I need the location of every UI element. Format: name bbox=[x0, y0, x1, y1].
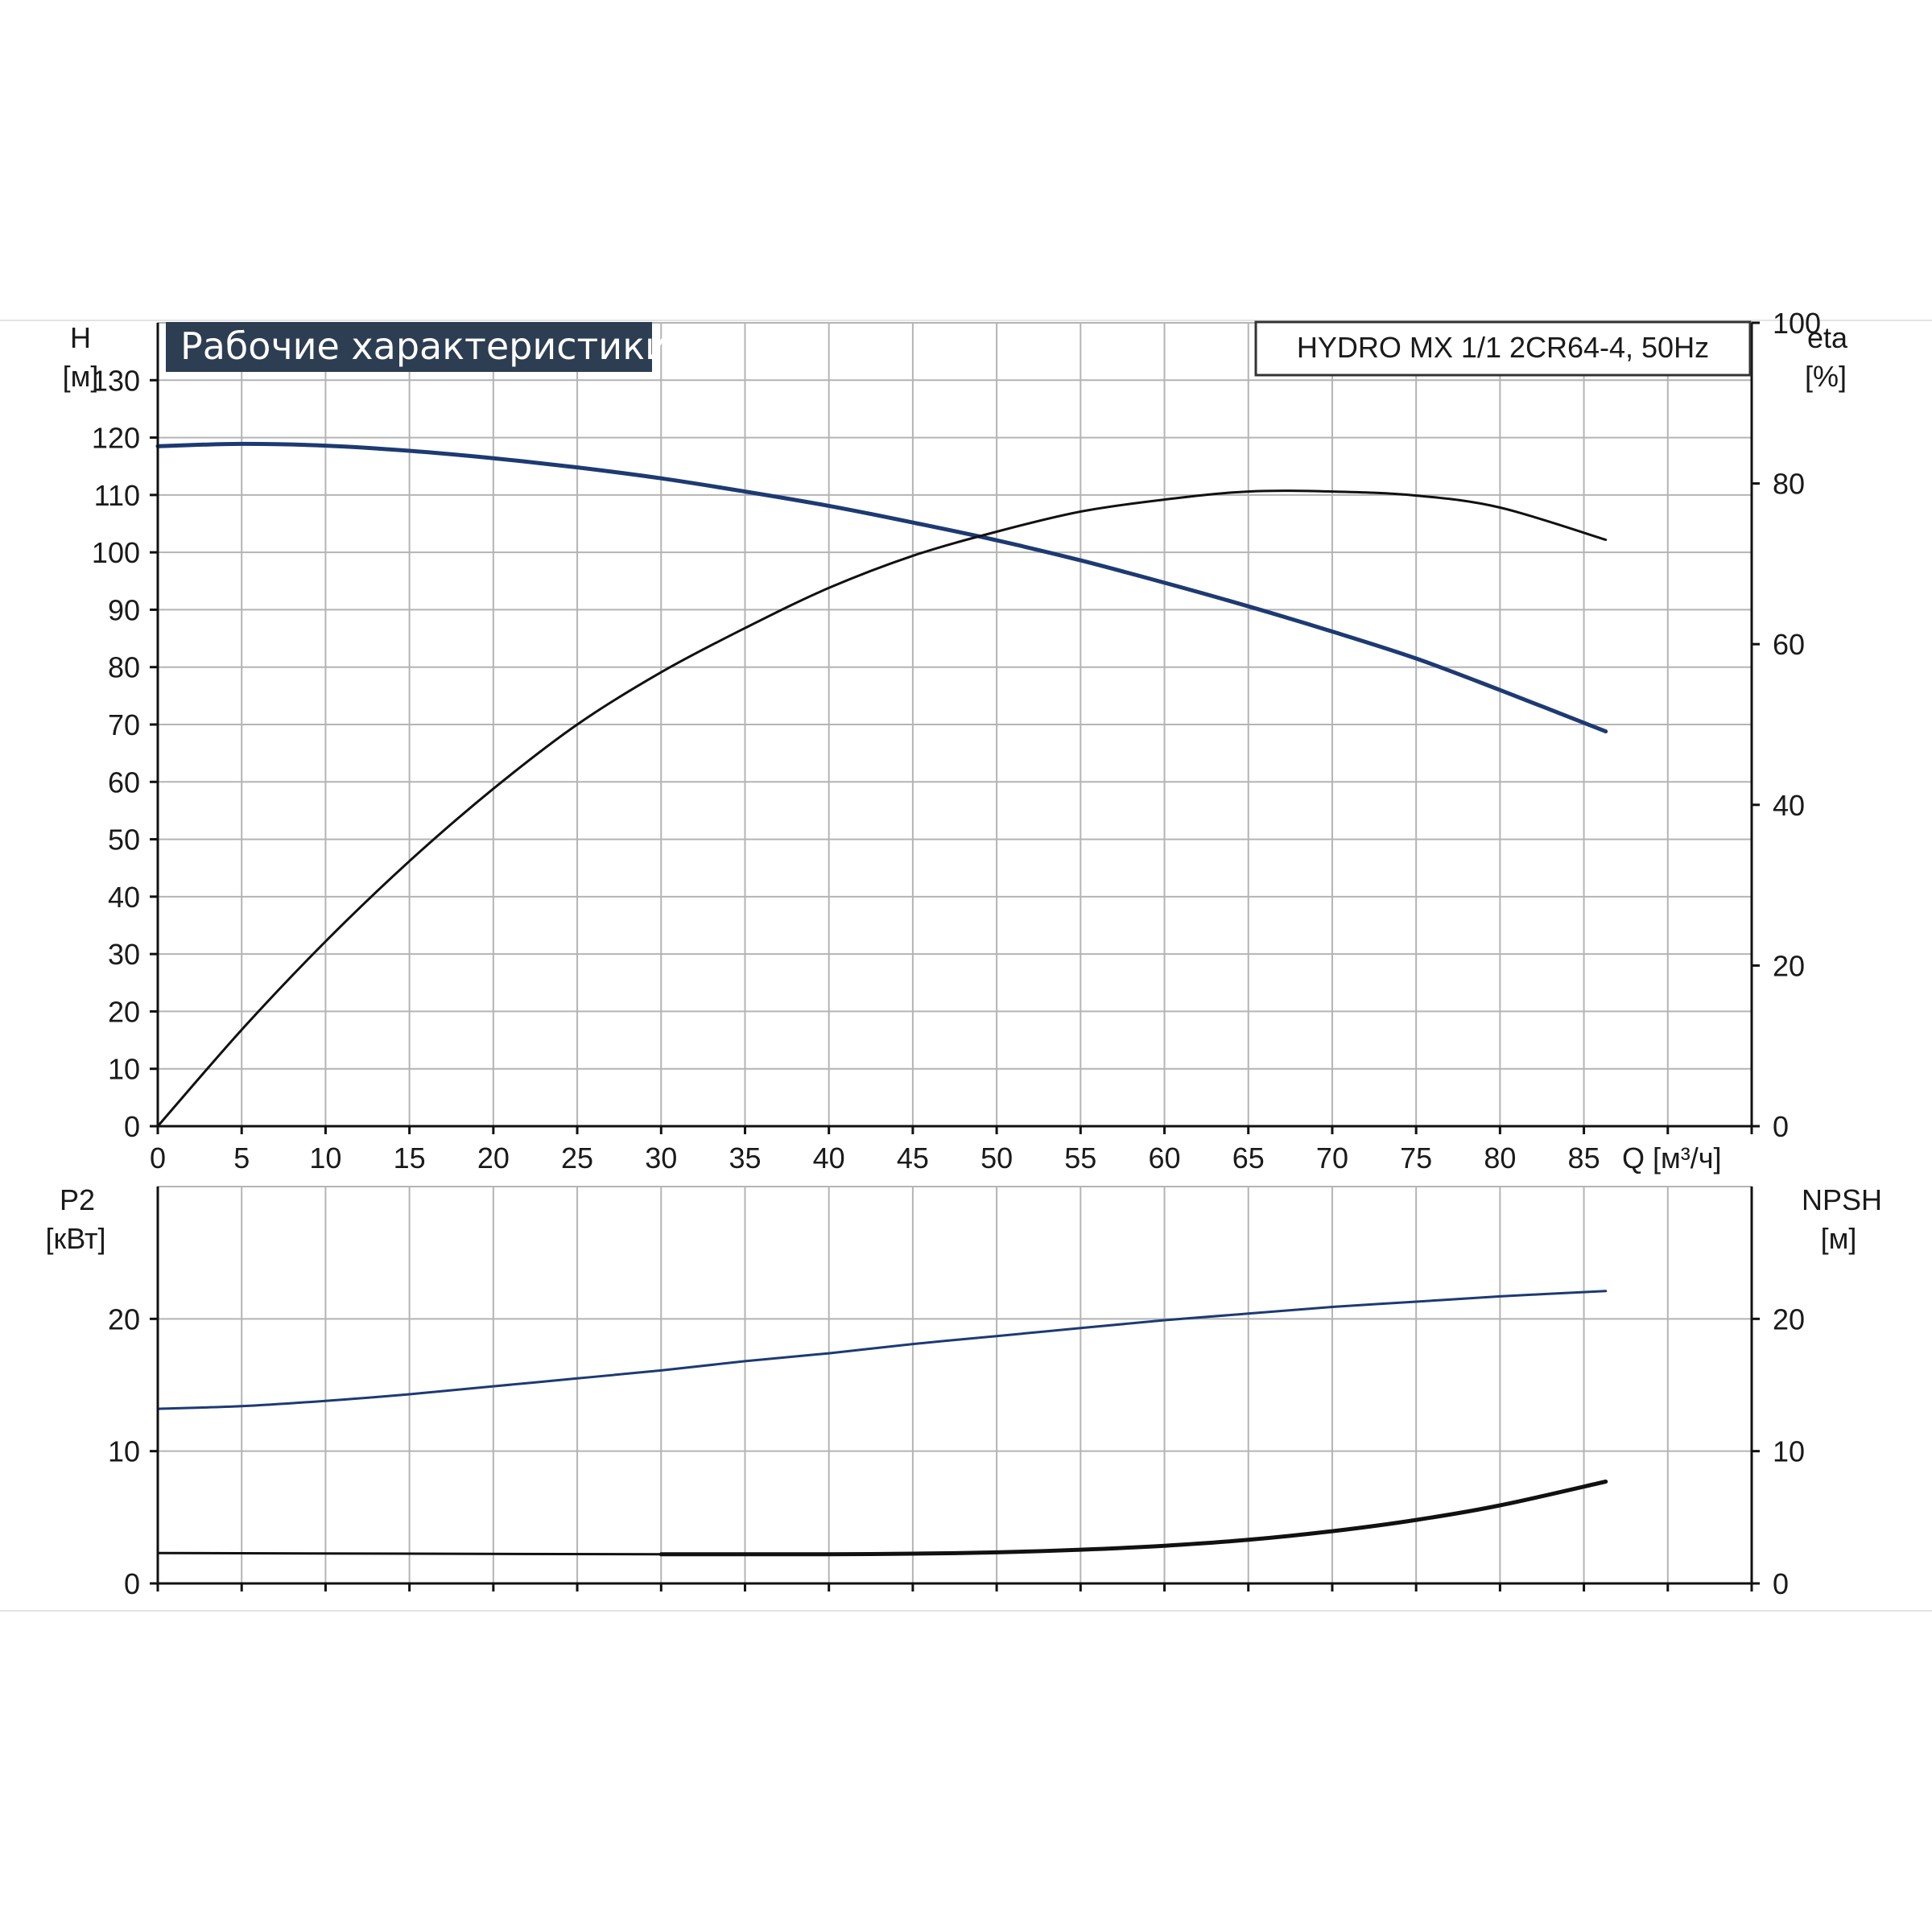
npsh-axis-ticks: 0 10 20 bbox=[1752, 1302, 1805, 1600]
x-axis-label: Q [м³/ч] bbox=[1622, 1141, 1722, 1174]
eta-axis-ticks: 0 20 40 60 80 100 bbox=[1752, 307, 1821, 1143]
bottom-left-tick-label: 20 bbox=[108, 1302, 140, 1335]
x-tick-label: 40 bbox=[813, 1141, 845, 1174]
top-left-tick-label: 10 bbox=[108, 1053, 140, 1086]
x-tick-label: 25 bbox=[561, 1141, 593, 1174]
top-right-tick-label: 0 bbox=[1773, 1110, 1789, 1143]
bottom-grid bbox=[158, 1187, 1752, 1583]
model-label: HYDRO MX 1/1 2CR64-4, 50Hz bbox=[1297, 331, 1709, 364]
top-left-tick-label: 120 bbox=[92, 422, 140, 455]
top-left-tick-label: 70 bbox=[108, 708, 140, 741]
series-p2-line bbox=[156, 1290, 1608, 1410]
bottom-panel: 0 10 20 0 10 20 P2 [кВт] NPSH [м] bbox=[45, 1183, 1882, 1600]
p2-axis-ticks: 0 10 20 bbox=[108, 1302, 158, 1600]
top-right-tick-label: 40 bbox=[1773, 789, 1805, 822]
x-tick-label: 60 bbox=[1149, 1141, 1181, 1174]
bottom-right-tick-label: 10 bbox=[1773, 1435, 1805, 1468]
top-left-tick-label: 60 bbox=[108, 766, 140, 799]
x-tick-label: 80 bbox=[1484, 1141, 1516, 1174]
chart-title: Рабочие характеристики bbox=[180, 324, 669, 368]
x-tick-label: 15 bbox=[394, 1141, 426, 1174]
top-left-tick-label: 90 bbox=[108, 593, 140, 626]
eta-axis-unit: [%] bbox=[1805, 360, 1847, 393]
p2-axis-unit: [кВт] bbox=[45, 1222, 105, 1255]
bottom-x-tick-marks bbox=[156, 1583, 1753, 1591]
bottom-left-tick-label: 10 bbox=[108, 1435, 140, 1468]
top-right-tick-label: 20 bbox=[1773, 949, 1805, 982]
x-tick-label: 30 bbox=[645, 1141, 677, 1174]
h-axis-ticks: 0 10 20 30 40 50 60 70 80 90 100 110 120 130 bbox=[92, 364, 158, 1143]
x-tick-label: 85 bbox=[1568, 1141, 1600, 1174]
top-left-tick-label: 50 bbox=[108, 824, 140, 857]
top-left-tick-label: 100 bbox=[92, 536, 140, 569]
top-right-tick-label: 100 bbox=[1773, 307, 1821, 340]
top-grid bbox=[158, 323, 1752, 1126]
x-axis-ticks: 0 5 10 15 20 25 30 35 40 45 50 55 60 65 70 75 80 85 bbox=[150, 1126, 1753, 1174]
top-left-tick-label: 40 bbox=[108, 881, 140, 914]
top-left-tick-label: 20 bbox=[108, 995, 140, 1028]
p2-axis-label: P2 bbox=[60, 1183, 95, 1216]
top-left-tick-label: 110 bbox=[94, 479, 140, 512]
bottom-right-tick-label: 0 bbox=[1773, 1567, 1789, 1600]
x-tick-label: 5 bbox=[233, 1141, 250, 1174]
top-left-tick-label: 30 bbox=[108, 938, 140, 971]
x-tick-label: 65 bbox=[1232, 1141, 1265, 1174]
x-tick-label: 0 bbox=[150, 1141, 166, 1174]
eta-axis-label: eta bbox=[1807, 321, 1848, 354]
x-tick-label: 50 bbox=[980, 1141, 1013, 1174]
top-right-tick-label: 80 bbox=[1773, 468, 1805, 501]
bottom-left-tick-label: 0 bbox=[124, 1567, 140, 1600]
npsh-axis-label: NPSH bbox=[1802, 1183, 1882, 1216]
h-axis-label: H bbox=[70, 321, 91, 354]
h-axis-unit: [м] bbox=[63, 360, 99, 393]
bottom-series bbox=[156, 1290, 1608, 1557]
series-npsh-line bbox=[658, 1480, 1608, 1557]
bottom-right-tick-label: 20 bbox=[1773, 1302, 1805, 1335]
series-npsh-flat-line bbox=[156, 1551, 663, 1556]
x-tick-label: 75 bbox=[1400, 1141, 1432, 1174]
x-tick-label: 45 bbox=[897, 1141, 929, 1174]
x-tick-label: 20 bbox=[477, 1141, 510, 1174]
top-left-tick-label: 0 bbox=[124, 1110, 140, 1143]
model-label-box bbox=[1254, 320, 1752, 377]
x-tick-label: 55 bbox=[1064, 1141, 1096, 1174]
npsh-axis-unit: [м] bbox=[1821, 1222, 1857, 1255]
x-tick-label: 35 bbox=[729, 1141, 761, 1174]
chart-title-box bbox=[166, 322, 652, 372]
x-tick-label: 70 bbox=[1316, 1141, 1348, 1174]
series-h-line bbox=[155, 441, 1608, 734]
x-tick-label: 10 bbox=[309, 1141, 341, 1174]
top-series bbox=[155, 441, 1608, 1128]
series-eta-line bbox=[156, 489, 1608, 1128]
top-right-tick-label: 60 bbox=[1773, 628, 1805, 661]
top-left-tick-label: 80 bbox=[108, 651, 140, 684]
top-left-tick-label: 130 bbox=[92, 364, 140, 397]
